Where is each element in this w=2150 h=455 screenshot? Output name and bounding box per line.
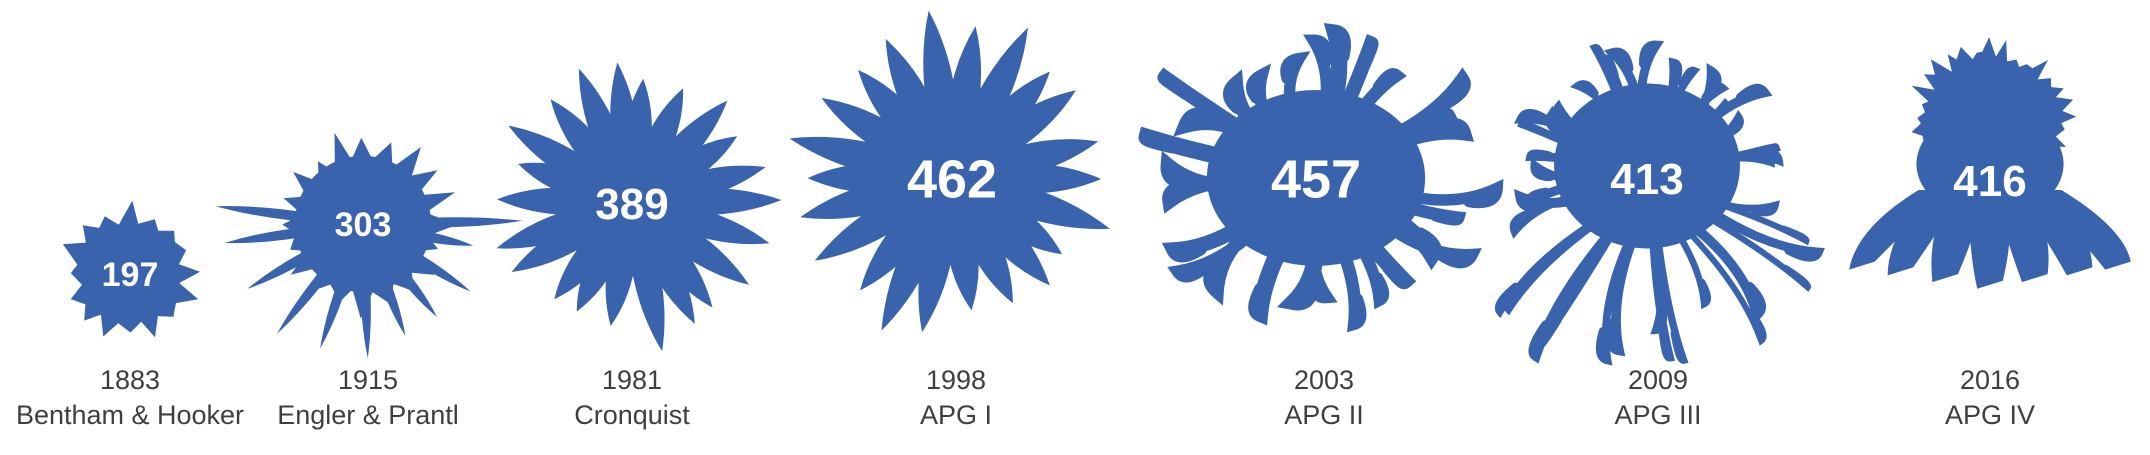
flower-petal [1684, 202, 1812, 292]
flower-petal [405, 228, 474, 246]
flower-petal [1167, 195, 1288, 283]
flower-petal [1595, 219, 1641, 366]
flower-petal [1671, 83, 1773, 162]
flower-petal [2030, 190, 2131, 270]
flower-petal [1545, 105, 1628, 166]
daisy-flower-icon [496, 62, 782, 352]
flower-petal [1319, 208, 1367, 333]
system-label: APG II [1284, 400, 1364, 430]
flower-petal [1535, 215, 1625, 348]
flower-petal [398, 243, 471, 292]
system-label: APG III [1614, 400, 1701, 430]
data-value-label: 462 [907, 149, 997, 209]
flower-petal [387, 255, 438, 318]
year-label: 1883 [100, 365, 160, 395]
data-value-label: 197 [102, 256, 159, 294]
curly-chrysanthemum-icon [1138, 22, 1504, 333]
year-label: 1981 [602, 365, 662, 395]
flower-petal [1514, 177, 1621, 212]
system-label: Engler & Prantl [277, 400, 459, 430]
flower-petal [1329, 195, 1417, 290]
flower-petal [1661, 82, 1730, 160]
flower-petal [1672, 215, 1767, 346]
flower-petal [1666, 109, 1744, 167]
small-compact-flower-icon [62, 200, 201, 338]
flower-petal [1312, 22, 1351, 150]
flower-petal [1344, 117, 1475, 175]
flower-petal [1326, 202, 1390, 310]
system-label: Cronquist [574, 400, 690, 430]
flower-petal [1329, 68, 1407, 159]
spiky-flower-icon [215, 132, 523, 359]
year-label: 2016 [1960, 365, 2020, 395]
flower-petal [1160, 150, 1286, 193]
flower-petal [247, 241, 327, 289]
year-label: 1915 [338, 365, 398, 395]
flower-petal [1336, 189, 1442, 271]
year-label: 1998 [926, 365, 986, 395]
system-label: APG I [920, 400, 992, 430]
flower-petal [1157, 67, 1286, 161]
flower-petal [320, 264, 353, 349]
flower-petal [215, 206, 320, 223]
flower-petal [1276, 200, 1325, 311]
flower-petal [406, 217, 523, 228]
flower-center [1916, 109, 2064, 219]
flower-petal [1601, 54, 1641, 152]
flower-petal [1248, 203, 1311, 326]
flower-center [559, 130, 705, 276]
data-value-label: 303 [335, 206, 392, 244]
data-value-label: 413 [1610, 155, 1683, 204]
flower-petal [360, 267, 371, 359]
coneflower-icon [1849, 37, 2131, 289]
year-label: 2009 [1628, 365, 1688, 395]
flower-petal [1683, 190, 1810, 246]
flower-petal [1525, 149, 1623, 178]
flower-petal [1280, 51, 1318, 154]
flower-petal [1138, 126, 1283, 177]
data-value-label: 457 [1271, 149, 1361, 209]
spider-mum-icon [1494, 40, 1825, 366]
flower-petal [1645, 212, 1668, 335]
flower-petal [1606, 216, 1645, 357]
flower-petal [1530, 157, 1623, 185]
flower-petal [224, 225, 320, 244]
flower-petal [374, 263, 406, 337]
flower-petal [1676, 148, 1784, 178]
data-value-label: 416 [1953, 157, 2026, 206]
flower-center [870, 96, 1034, 260]
flower-petal [1655, 66, 1701, 155]
flower-petal [1345, 181, 1467, 226]
flower-petal [1494, 208, 1614, 319]
flower-petal [1669, 207, 1766, 324]
large-daisy-flower-icon [789, 10, 1110, 333]
flower-petal [1569, 80, 1633, 159]
flower-center [81, 225, 179, 323]
flower-petal [1349, 191, 1482, 269]
flower-petal [1685, 192, 1825, 262]
data-value-label: 389 [595, 180, 668, 229]
flower-petal [1657, 206, 1711, 310]
flower-petal [1355, 174, 1504, 209]
year-label: 2003 [1294, 365, 1354, 395]
flower-petal [1245, 63, 1309, 159]
system-label: APG IV [1945, 400, 2035, 430]
flower-petal [1161, 188, 1288, 263]
flower-petal [276, 256, 340, 334]
flower-petal [1553, 99, 1629, 165]
flower-petal [1222, 69, 1304, 162]
flower-petal [1637, 40, 1665, 150]
flower-petal [2013, 190, 2093, 276]
system-label: Bentham & Hooker [16, 400, 244, 430]
flower-petal [1648, 218, 1675, 362]
flower-petal [1322, 34, 1379, 152]
